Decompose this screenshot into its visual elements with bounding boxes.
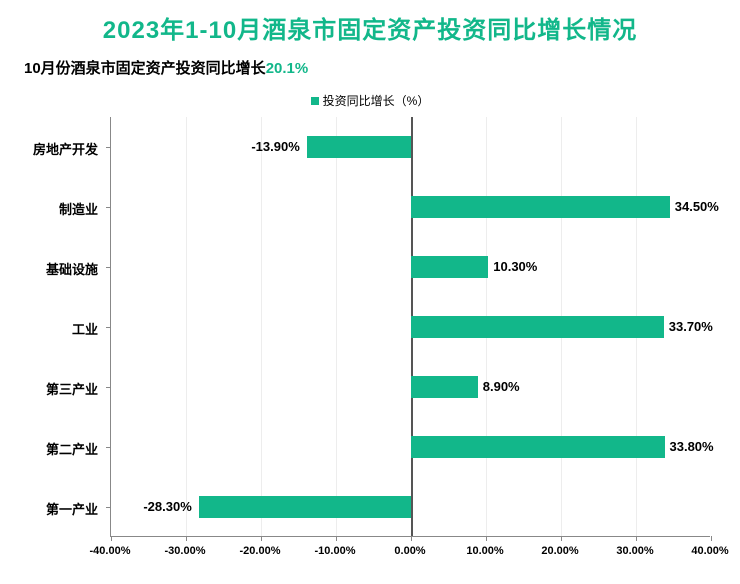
plot-area bbox=[110, 117, 710, 537]
x-tick-label: -20.00% bbox=[240, 545, 281, 557]
x-tick-label: -10.00% bbox=[315, 545, 356, 557]
x-tick-label: -30.00% bbox=[165, 545, 206, 557]
x-tick bbox=[111, 536, 112, 541]
bar bbox=[199, 496, 411, 518]
bar-value-label: 10.30% bbox=[493, 259, 537, 274]
x-tick-label: -40.00% bbox=[90, 545, 131, 557]
legend-label: 投资同比增长（%） bbox=[323, 94, 430, 108]
y-tick bbox=[106, 327, 111, 328]
bar bbox=[307, 136, 411, 158]
chart-container: 2023年1-10月酒泉市固定资产投资同比增长情况 10月份酒泉市固定资产投资同… bbox=[0, 0, 740, 584]
legend-marker bbox=[311, 97, 319, 105]
x-tick-label: 10.00% bbox=[466, 545, 503, 557]
x-tick-label: 30.00% bbox=[616, 545, 653, 557]
legend: 投资同比增长（%） bbox=[20, 92, 720, 109]
category-label: 第二产业 bbox=[20, 439, 98, 458]
category-label: 工业 bbox=[20, 319, 98, 338]
subtitle-value: 20.1% bbox=[266, 60, 309, 77]
bar-value-label: 33.80% bbox=[670, 439, 714, 454]
y-tick bbox=[106, 507, 111, 508]
x-tick bbox=[711, 536, 712, 541]
chart-area: -40.00% -30.00% -20.00% -10.00% 0.00% 10.00% 2… bbox=[20, 117, 720, 577]
grid-line bbox=[261, 117, 262, 536]
x-tick bbox=[261, 536, 262, 541]
chart-title: 2023年1-10月酒泉市固定资产投资同比增长情况 bbox=[20, 10, 720, 45]
category-label: 第三产业 bbox=[20, 379, 98, 398]
bar-value-label: -28.30% bbox=[143, 499, 191, 514]
grid-line bbox=[336, 117, 337, 536]
bar-value-label: 34.50% bbox=[675, 199, 719, 214]
category-label: 制造业 bbox=[20, 199, 98, 218]
bar bbox=[411, 436, 665, 458]
bar bbox=[411, 196, 670, 218]
category-label: 第一产业 bbox=[20, 499, 98, 518]
x-tick bbox=[636, 536, 637, 541]
bar bbox=[411, 376, 478, 398]
bar bbox=[411, 256, 488, 278]
x-tick-label: 40.00% bbox=[691, 545, 728, 557]
y-tick bbox=[106, 267, 111, 268]
x-tick bbox=[186, 536, 187, 541]
y-tick bbox=[106, 387, 111, 388]
bar bbox=[411, 316, 664, 338]
x-tick bbox=[561, 536, 562, 541]
bar-value-label: 8.90% bbox=[483, 379, 520, 394]
y-tick bbox=[106, 147, 111, 148]
bar-value-label: -13.90% bbox=[251, 139, 299, 154]
subtitle-prefix: 10月份酒泉市固定资产投资同比增长 bbox=[24, 60, 266, 77]
y-tick bbox=[106, 447, 111, 448]
x-tick bbox=[486, 536, 487, 541]
category-label: 房地产开发 bbox=[20, 139, 98, 158]
x-tick-label: 0.00% bbox=[394, 545, 425, 557]
bar-value-label: 33.70% bbox=[669, 319, 713, 334]
category-label: 基础设施 bbox=[20, 259, 98, 278]
x-tick bbox=[336, 536, 337, 541]
y-tick bbox=[106, 207, 111, 208]
x-tick bbox=[411, 536, 412, 541]
chart-subtitle: 10月份酒泉市固定资产投资同比增长20.1% bbox=[24, 57, 720, 78]
x-tick-label: 20.00% bbox=[541, 545, 578, 557]
grid-line bbox=[186, 117, 187, 536]
